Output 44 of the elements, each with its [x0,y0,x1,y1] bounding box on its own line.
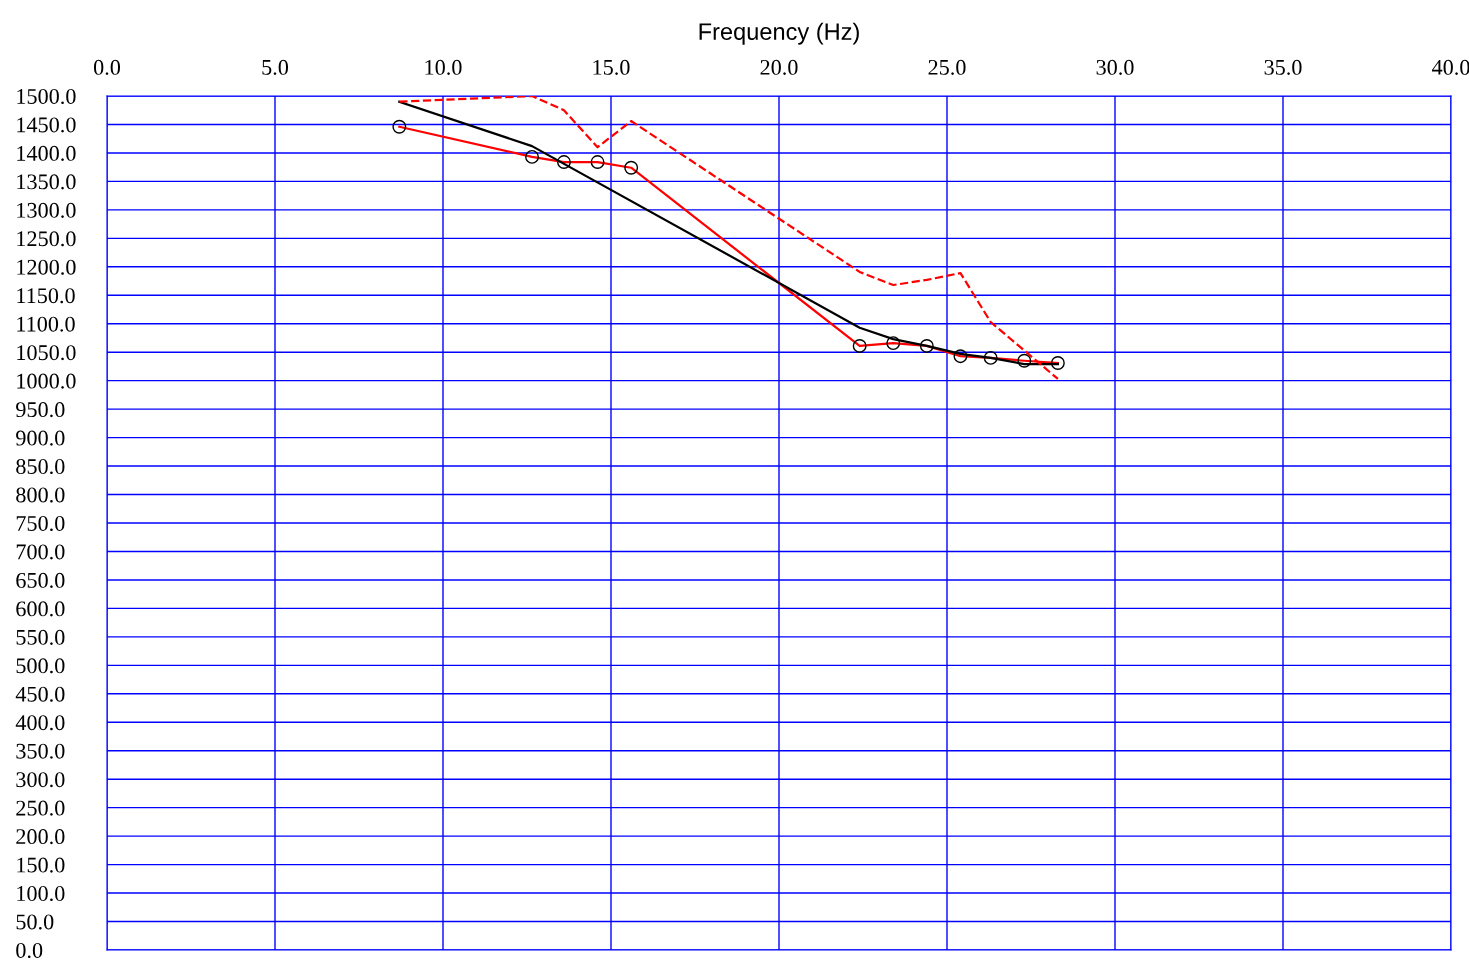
x-tick-label: 0.0 [93,59,121,75]
y-tick-label: 350.0 [16,743,65,759]
point [919,338,934,353]
x-tick-label: 40.0 [1431,59,1469,75]
y-tick-label: 800.0 [16,487,65,503]
y-tick-label: 950.0 [16,402,65,418]
y-tick-label: 600.0 [16,601,65,617]
x-tick-label: 10.0 [425,59,462,75]
y-tick-label: 700.0 [16,544,65,560]
x-tick-label: 25.0 [928,59,966,75]
y-tick-label: 0.0 [16,942,43,959]
y-tick-label: 1050.0 [17,345,76,361]
y-tick-label: 300.0 [16,772,65,788]
y-tick-label: 1350.0 [17,174,76,190]
y-tick-label: 1250.0 [17,231,76,247]
y-tick-label: 100.0 [17,886,65,902]
y-tick-label: 1000.0 [17,373,76,389]
y-tick-label: 900.0 [16,430,65,446]
x-tick-label: 20.0 [760,59,798,75]
y-tick-label: 500.0 [16,658,65,674]
y-tick-label: 250.0 [16,800,65,816]
x-tick-label: 35.0 [1264,59,1302,75]
y-tick-label: 1400.0 [17,145,76,161]
y-tick-label: 1500.0 [17,88,76,105]
y-tick-label: 150.0 [17,857,65,873]
y-tick-label: 1300.0 [17,202,76,218]
point [983,350,998,365]
y-tick-label: 50.0 [16,914,54,930]
x-tick-label: 30.0 [1096,59,1134,75]
y-tick-label: 1100.0 [17,316,75,332]
point [1050,356,1065,370]
y-tick-label: 450.0 [15,686,65,702]
y-tick-label: 1150.0 [17,288,75,304]
x-tick-label: 5.0 [262,59,289,75]
y-tick-label: 1450.0 [17,117,76,133]
y-tick-label: 200.0 [16,829,65,845]
y-tick-label: 650.0 [16,572,65,588]
x-tick-label: 15.0 [593,59,630,75]
y-tick-label: 750.0 [16,515,65,532]
y-tick-label: 1200.0 [17,259,76,275]
y-tick-label: 400.0 [15,715,65,731]
y-tick-label: 550.0 [16,629,65,645]
x-axis-title: Frequency (Hz) [699,22,859,45]
y-tick-label: 850.0 [16,459,65,475]
